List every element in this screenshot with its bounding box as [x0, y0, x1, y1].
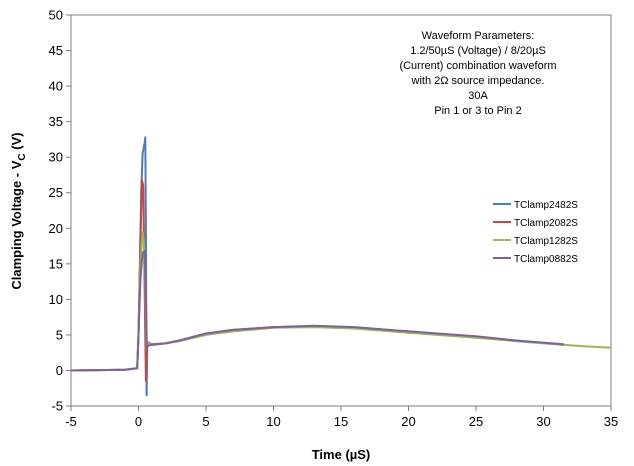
y-tick-label: 45 — [49, 43, 63, 58]
x-axis-title: Time (µS) — [312, 447, 371, 462]
y-tick-label: 40 — [49, 79, 63, 94]
series-group — [70, 136, 612, 397]
annotation-line-2: 1.2/50µS (Voltage) / 8/20µS — [410, 45, 546, 57]
annotation-line-6: Pin 1 or 3 to Pin 2 — [434, 105, 521, 117]
y-axis-title: Clamping Voltage - VC (V) — [9, 132, 28, 289]
x-tick-label: 20 — [401, 414, 415, 429]
y-axis-title-unit: (V) — [9, 132, 24, 153]
legend-item: TClamp2082S — [493, 218, 578, 229]
x-tick-label: 35 — [604, 414, 618, 429]
legend-item: TClamp1282S — [493, 236, 578, 247]
legend-label: TClamp0882S — [514, 254, 578, 265]
legend-item: TClamp2482S — [493, 200, 578, 211]
legend-label: TClamp2482S — [514, 200, 578, 211]
annotation-box: Waveform Parameters: 1.2/50µS (Voltage) … — [392, 22, 562, 120]
x-tick-label: 10 — [266, 414, 280, 429]
y-axis-title-subscript: C — [17, 153, 28, 160]
y-axis-title-main: Clamping Voltage - V — [9, 160, 24, 289]
y-tick-label: 25 — [49, 185, 63, 200]
y-tick-label: -5 — [51, 399, 63, 414]
legend-label: TClamp2082S — [514, 218, 578, 229]
axes: -5 0 5 10 15 20 25 30 35 -5 0 5 10 15 20 25 30 35 40 45 50 — [49, 8, 619, 430]
legend-label: TClamp1282S — [514, 236, 578, 247]
x-tick-label: 30 — [536, 414, 550, 429]
y-tick-label: 20 — [49, 221, 63, 236]
y-tick-label: 15 — [49, 256, 63, 271]
annotation-line-1: Waveform Parameters: — [422, 30, 535, 42]
x-tick-label: 5 — [202, 414, 209, 429]
x-tick-label: 15 — [334, 414, 348, 429]
y-tick-label: 0 — [56, 363, 63, 378]
y-tick-label: 30 — [49, 150, 63, 165]
x-tick-label: 25 — [469, 414, 483, 429]
y-tick-label: 5 — [56, 327, 63, 342]
y-tick-label: 35 — [49, 114, 63, 129]
annotation-line-4: with 2Ω source impedance. — [411, 75, 545, 87]
legend-item: TClamp0882S — [493, 254, 578, 265]
annotation-line-5: 30A — [468, 90, 488, 102]
x-tick-label: -5 — [65, 414, 77, 429]
annotation-line-3: (Current) combination waveform — [399, 60, 556, 72]
series-line — [70, 250, 564, 372]
y-tick-label: 10 — [49, 292, 63, 307]
y-tick-label: 50 — [49, 8, 63, 23]
legend: TClamp2482S TClamp2082S TClamp1282S TCla… — [488, 194, 592, 265]
x-tick-label: 0 — [135, 414, 142, 429]
